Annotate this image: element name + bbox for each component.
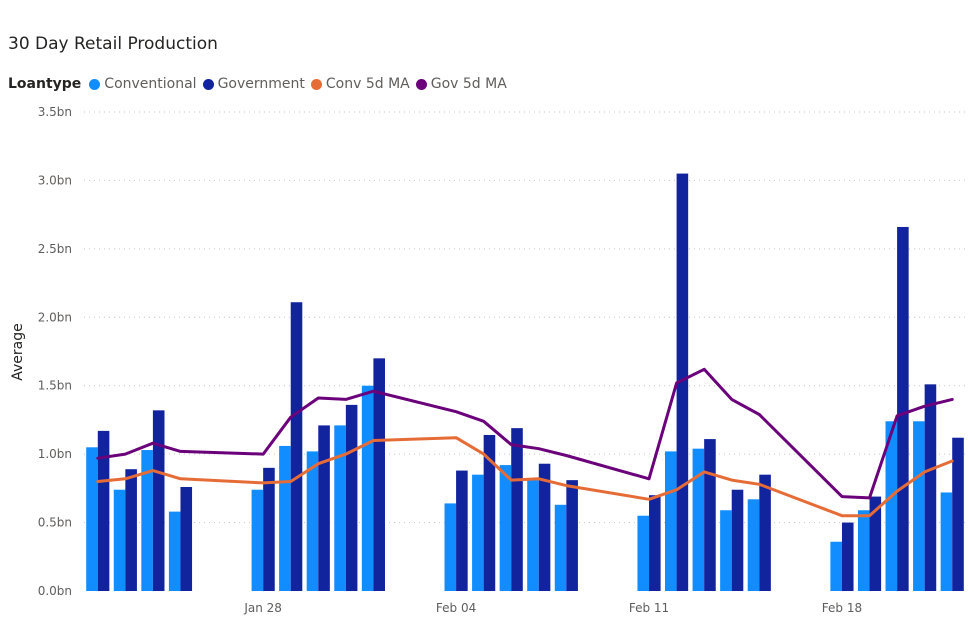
line-series [96,367,954,518]
bar-government [125,469,137,591]
legend-item-conventional[interactable]: Conventional [89,76,197,92]
bar-conventional [913,421,925,591]
legend-label-gov-5d-ma: Gov 5d MA [430,76,507,92]
bar-government [345,404,358,591]
bar-conventional [334,425,346,591]
legend-swatch-gov-5d-ma [415,78,427,90]
bar-conventional [306,451,319,591]
bar-conventional [472,474,484,591]
y-tick-label: 1.5bn [38,379,72,393]
legend-label-conv-5d-ma: Conv 5d MA [325,76,410,92]
bar-government [952,437,964,591]
x-axis-tick-labels: Jan 28 Feb 04 Feb 11 Feb 18 [243,601,862,615]
bar-conventional [499,465,512,591]
x-tick-label: Jan 28 [243,601,282,615]
bar-government [566,480,578,591]
bar-conventional [168,511,181,591]
gridlines [84,111,966,524]
y-tick-label: 2.5bn [38,242,72,256]
bar-government [676,173,689,592]
y-tick-label: 3.5bn [38,105,72,119]
bar-government [924,384,937,591]
bar-conventional [141,450,153,591]
bar-government [759,474,771,591]
bar-conventional [665,451,677,591]
bar-government [704,439,716,591]
bar-government [263,467,275,591]
bar-government [869,496,882,591]
y-tick-label: 2.0bn [38,310,72,324]
bar-government [538,463,551,591]
y-axis-label: Average [10,323,26,381]
legend-label-conventional: Conventional [104,76,197,92]
bar-conventional [940,492,953,591]
bar-conventional [857,510,870,591]
bar-conventional [692,448,705,591]
bar-conventional [444,503,457,591]
legend: Loantype Conventional Government Conv 5d… [8,74,513,94]
legend-swatch-government [202,78,214,90]
bar-conventional [830,541,842,591]
bar-conventional [279,445,291,591]
legend-swatch-conventional [89,78,101,90]
bar-conventional [251,489,264,591]
bar-government [841,522,854,591]
bar-conventional [637,515,650,591]
bar-government [290,302,303,591]
bar-government [483,434,496,591]
chart-title: 30 Day Retail Production [8,34,218,54]
y-tick-label: 0.0bn [38,584,72,598]
bar-conventional [86,447,98,591]
x-tick-label: Feb 11 [629,601,669,615]
bar-government [152,410,165,591]
bar-conventional [747,499,760,591]
legend-title: Loantype [8,76,82,92]
bar-government [97,430,110,591]
bar-conventional [361,385,374,591]
bar-government [318,425,330,591]
bar-conventional [113,489,126,591]
bar-government [897,226,909,591]
bar-government [456,470,468,591]
y-tick-label: 1.0bn [38,447,72,461]
bar-conventional [554,504,567,591]
bar-conventional [527,480,539,591]
line-conv-5d-ma [96,436,954,518]
legend-swatch-conv-5d-ma [310,78,322,90]
bar-government [649,495,661,591]
bar-series [86,173,964,592]
x-tick-label: Feb 04 [436,601,476,615]
x-tick-label: Feb 18 [822,601,862,615]
legend-label-government: Government [217,76,305,92]
bar-government [373,358,385,591]
bar-conventional [885,421,898,591]
y-tick-label: 3.0bn [38,173,72,187]
bar-conventional [720,510,732,591]
legend-item-gov-5d-ma[interactable]: Gov 5d MA [415,76,507,92]
bar-government [180,486,193,591]
bar-government [511,428,523,591]
y-tick-label: 0.5bn [38,516,72,530]
legend-item-government[interactable]: Government [202,76,305,92]
line-gov-5d-ma [96,367,954,500]
y-axis-tick-labels: 0.0bn 0.5bn 1.0bn 1.5bn 2.0bn 2.5bn 3.0bn 3.5bn [38,105,72,598]
bar-government [731,489,744,591]
legend-item-conv-5d-ma[interactable]: Conv 5d MA [310,76,410,92]
